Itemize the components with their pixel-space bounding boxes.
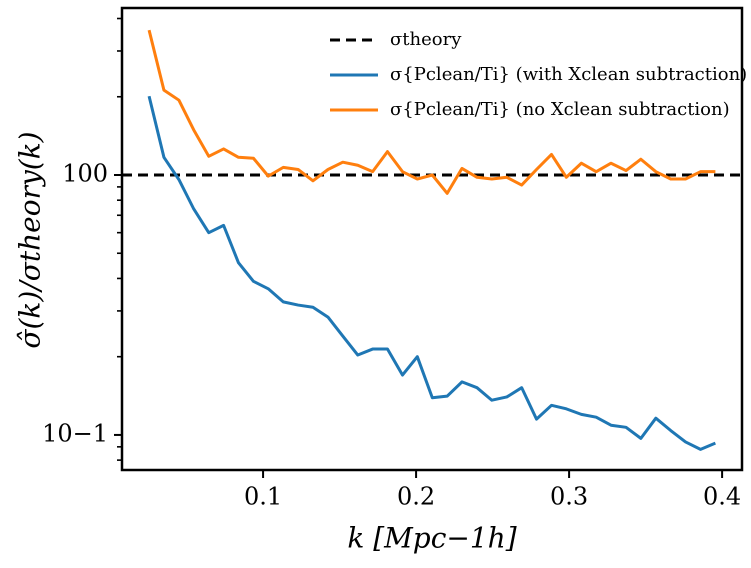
y-axis-label: σ̂(k)/σtheory(k) [14, 131, 47, 348]
legend-label: σtheory [390, 29, 462, 50]
plot-frame [120, 6, 744, 472]
y-tick-label: 10−1 [42, 419, 108, 447]
legend-label: σ{Pclean/Ti} (no Xclean subtraction) [390, 99, 730, 120]
series-line [147, 29, 716, 195]
x-tick-label: 0.3 [550, 483, 588, 511]
legend-label: σ{Pclean/Ti} (with Xclean subtraction) [390, 64, 747, 85]
series-line [147, 95, 716, 451]
x-tick-label: 0.2 [397, 483, 435, 511]
x-tick-label: 0.4 [703, 483, 741, 511]
x-axis-label: k [Mpc−1h] [347, 522, 516, 555]
x-tick-label: 0.1 [244, 483, 282, 511]
y-tick-label: 100 [62, 159, 108, 187]
